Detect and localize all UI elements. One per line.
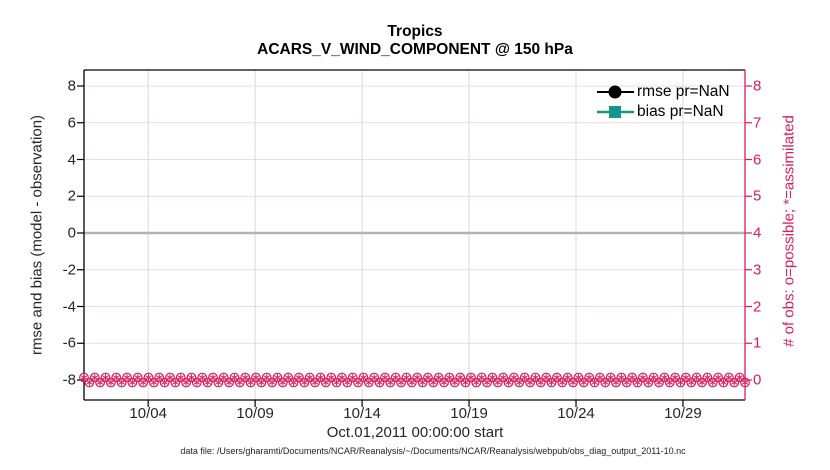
legend-rmse-label: rmse pr=NaN: [637, 83, 730, 100]
x-tick-label: 10/19: [450, 405, 488, 422]
y-tick-label-right: 3: [753, 261, 762, 279]
y-tick-label-right: 7: [753, 114, 762, 132]
x-tick-label: 10/29: [664, 405, 702, 422]
y-tick-label-right: 0: [753, 371, 762, 389]
plot-subtitle: ACARS_V_WIND_COMPONENT @ 150 hPa: [257, 41, 573, 58]
legend-rmse-marker: [608, 85, 622, 99]
y-tick-label-right: 4: [753, 224, 762, 242]
v-gridlines-gray: [147, 70, 684, 400]
y-tick-label-left: 6: [67, 114, 76, 132]
y-tick-label-left: -2: [62, 261, 76, 279]
axes-spines: [83, 69, 746, 401]
y-tick-label-left: 0: [67, 224, 76, 242]
x-axis-label: Oct.01,2011 00:00:00 start: [326, 424, 504, 441]
x-tick-label: 10/04: [129, 405, 167, 422]
y-tick-label-left: -8: [62, 371, 76, 389]
y-tick-label-left: 2: [67, 187, 76, 205]
x-tick-label: 10/09: [236, 405, 274, 422]
y-tick-label-right: 6: [753, 151, 762, 168]
y-tick-label-right: 1: [753, 334, 762, 352]
y-tick-label-left: 4: [67, 151, 76, 168]
obs-count-markers: [79, 372, 750, 388]
y-tick-label-left: -4: [62, 298, 76, 315]
legend-bias-marker: [609, 106, 621, 118]
y-tick-label-right: 8: [753, 77, 762, 95]
left-axis-label: rmse and bias (model - observation): [28, 114, 46, 356]
right-axis-label: # of obs: o=possible; *=assimilated: [780, 115, 798, 347]
y-tick-label-right: 2: [753, 298, 762, 315]
x-tick-label: 10/24: [557, 405, 595, 422]
plot-title: Tropics: [387, 23, 443, 40]
y-tick-label-right: 5: [753, 187, 762, 205]
tick-marks: [77, 85, 752, 407]
data-file-caption: data file: /Users/gharamti/Documents/NCA…: [180, 446, 686, 456]
y-tick-label-left: 8: [67, 77, 76, 95]
y-tick-label-left: -6: [62, 334, 76, 352]
legend-bias-label: bias pr=NaN: [637, 103, 724, 120]
x-tick-label: 10/14: [343, 405, 381, 422]
